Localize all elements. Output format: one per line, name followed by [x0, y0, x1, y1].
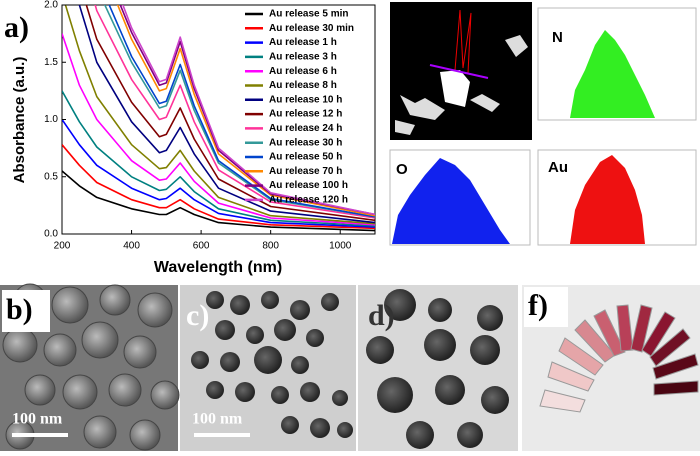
x-tick-label: 600 [193, 241, 210, 252]
x-tick-label: 200 [54, 241, 71, 252]
panel-label: f) [528, 289, 548, 322]
legend-label: Au release 8 h [269, 80, 337, 91]
eds-histogram [392, 158, 510, 244]
x-tick-label: 400 [123, 241, 140, 252]
map-frame [389, 149, 531, 246]
legend-label: Au release 100 h [269, 180, 348, 191]
legend-label: Au release 70 h [269, 166, 342, 177]
series-line [64, 5, 375, 225]
y-tick-label: 1.0 [44, 114, 58, 125]
y-tick-label: 0.5 [44, 171, 58, 182]
legend-label: Au release 6 h [269, 66, 337, 77]
legend-label: Au release 1 h [269, 37, 337, 48]
map-frame [537, 149, 697, 246]
series-line [108, 5, 375, 218]
scale-bar [194, 433, 250, 437]
x-axis-label: Wavelength (nm) [154, 259, 282, 276]
y-axis-label: Absorbance (a.u.) [11, 57, 28, 184]
map-frame [537, 7, 697, 121]
x-tick-label: 1000 [329, 241, 352, 252]
panel-label: d) [368, 299, 395, 332]
legend-label: Au release 24 h [269, 123, 342, 134]
element-label: Au [548, 159, 568, 176]
y-tick-label: 0.0 [44, 229, 58, 240]
scan-line [429, 64, 489, 79]
series-line [94, 5, 375, 219]
scale-text: 100 nm [12, 411, 63, 428]
element-label: O [396, 161, 408, 178]
label-box [2, 290, 50, 332]
x-tick-label: 800 [262, 241, 279, 252]
legend-label: Au release 30 h [269, 137, 342, 148]
series-line [119, 5, 375, 216]
series-line [62, 119, 375, 228]
panel-c: c) 100 nm [180, 285, 356, 451]
eds-feature [395, 35, 528, 135]
panel-f: f) [522, 285, 700, 451]
panel-label: b) [6, 293, 33, 326]
series-line [116, 5, 375, 217]
legend-label: Au release 5 min [269, 9, 348, 20]
scale-bar [12, 433, 68, 437]
plot-area [62, 5, 375, 232]
y-tick-label: 2.0 [44, 0, 58, 11]
panel-b: b) 100 nm [0, 283, 180, 451]
legend-label: Au release 50 h [269, 152, 342, 163]
series-line [85, 5, 375, 222]
series-line [62, 33, 375, 226]
panel-d: d) [358, 285, 518, 451]
legend-label: Au release 3 h [269, 52, 337, 63]
eds-trace [454, 9, 472, 74]
panel-e: e) N O Au [389, 2, 697, 246]
panel-label: a) [4, 11, 29, 44]
series-line [103, 5, 375, 218]
series-line [122, 5, 375, 216]
scale-text: 100 nm [192, 411, 243, 428]
eds-histogram [570, 155, 645, 244]
legend-label: Au release 10 h [269, 94, 342, 105]
legend-label: Au release 12 h [269, 109, 342, 120]
series-line [62, 170, 375, 232]
series-line [62, 144, 375, 230]
legend-label: Au release 30 min [269, 23, 354, 34]
y-tick-label: 1.5 [44, 57, 58, 68]
panel-label: c) [186, 299, 209, 332]
legend-label: Au release 120 h [269, 195, 348, 206]
eds-particle [440, 70, 470, 107]
series-line [78, 5, 375, 224]
label-box [524, 287, 568, 327]
eds-histogram [570, 30, 655, 118]
element-label: N [552, 29, 563, 46]
series-line [62, 90, 375, 227]
panel-label: e) [400, 3, 423, 36]
